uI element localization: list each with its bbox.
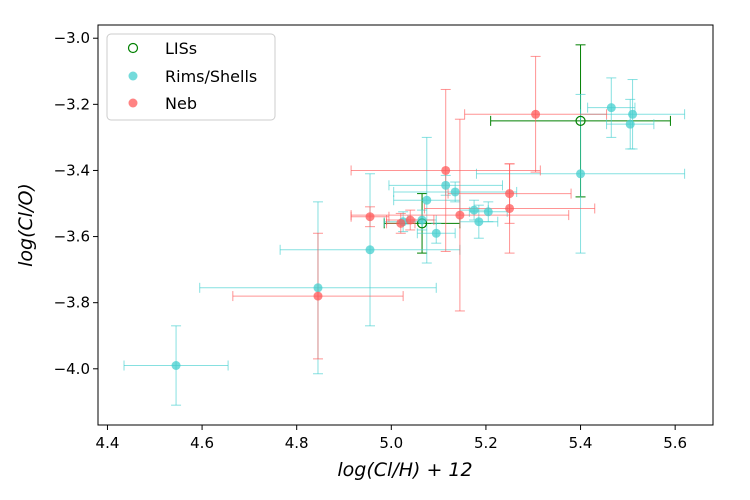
x-tick-label: 4.8 <box>285 434 309 452</box>
rims-shells-point <box>441 180 451 190</box>
rims-shells-point <box>474 217 484 227</box>
rims-shells-point <box>313 283 323 293</box>
legend-marker-neb <box>128 98 138 108</box>
x-tick-label: 5.6 <box>663 434 687 452</box>
x-tick-label: 4.6 <box>190 434 214 452</box>
x-axis-label: log(Cl/H) + 12 <box>337 459 472 481</box>
y-axis-label: log(Cl/O) <box>15 183 37 267</box>
y-tick-label: −4.0 <box>54 360 90 378</box>
neb-point <box>531 109 541 119</box>
x-tick-label: 4.4 <box>96 434 120 452</box>
rims-shells-point <box>628 109 638 119</box>
rims-shells-point <box>422 195 432 205</box>
rims-shells-point <box>417 215 427 225</box>
y-tick-label: −3.4 <box>54 161 90 179</box>
legend-label-liss: LISs <box>165 39 197 58</box>
rims-shells-point <box>483 207 493 217</box>
neb-point <box>396 218 406 228</box>
legend-marker-liss <box>127 42 139 54</box>
rims-shells-point <box>469 205 479 215</box>
rims-shells-point <box>450 187 460 197</box>
rims-shells-point <box>576 169 586 179</box>
legend-label-rims-shells: Rims/Shells <box>165 67 257 86</box>
legend-marker-rims-shells <box>128 71 138 81</box>
neb-point <box>455 210 465 220</box>
x-axis-ticks: 4.4 4.6 4.8 5.0 5.2 5.4 5.6 <box>96 425 687 452</box>
rims-shells-point <box>606 103 616 113</box>
liss-point <box>575 115 586 126</box>
neb-point <box>365 212 375 222</box>
legend-box <box>106 33 276 121</box>
neb-point <box>505 203 515 213</box>
x-tick-label: 5.4 <box>569 434 593 452</box>
y-tick-label: −3.2 <box>54 95 90 113</box>
neb-point <box>313 291 323 301</box>
data-points-layer <box>171 103 638 370</box>
y-axis-ticks: −4.0 −3.8 −3.6 −3.4 −3.2 −3.0 <box>54 29 98 378</box>
legend: LISs Rims/Shells Neb <box>106 33 276 121</box>
neb-point <box>405 215 415 225</box>
legend-label-neb: Neb <box>165 94 197 113</box>
rims-shells-point <box>625 119 635 129</box>
rims-shells-point <box>431 228 441 238</box>
rims-shells-point <box>171 360 181 370</box>
y-tick-label: −3.0 <box>54 29 90 47</box>
x-tick-label: 5.2 <box>474 434 498 452</box>
y-tick-label: −3.8 <box>54 294 90 312</box>
rims-shells-point <box>365 245 375 255</box>
y-tick-label: −3.6 <box>54 228 90 246</box>
neb-point <box>505 189 515 199</box>
neb-point <box>441 165 451 175</box>
plot-frame <box>97 24 714 426</box>
x-tick-label: 5.0 <box>379 434 403 452</box>
